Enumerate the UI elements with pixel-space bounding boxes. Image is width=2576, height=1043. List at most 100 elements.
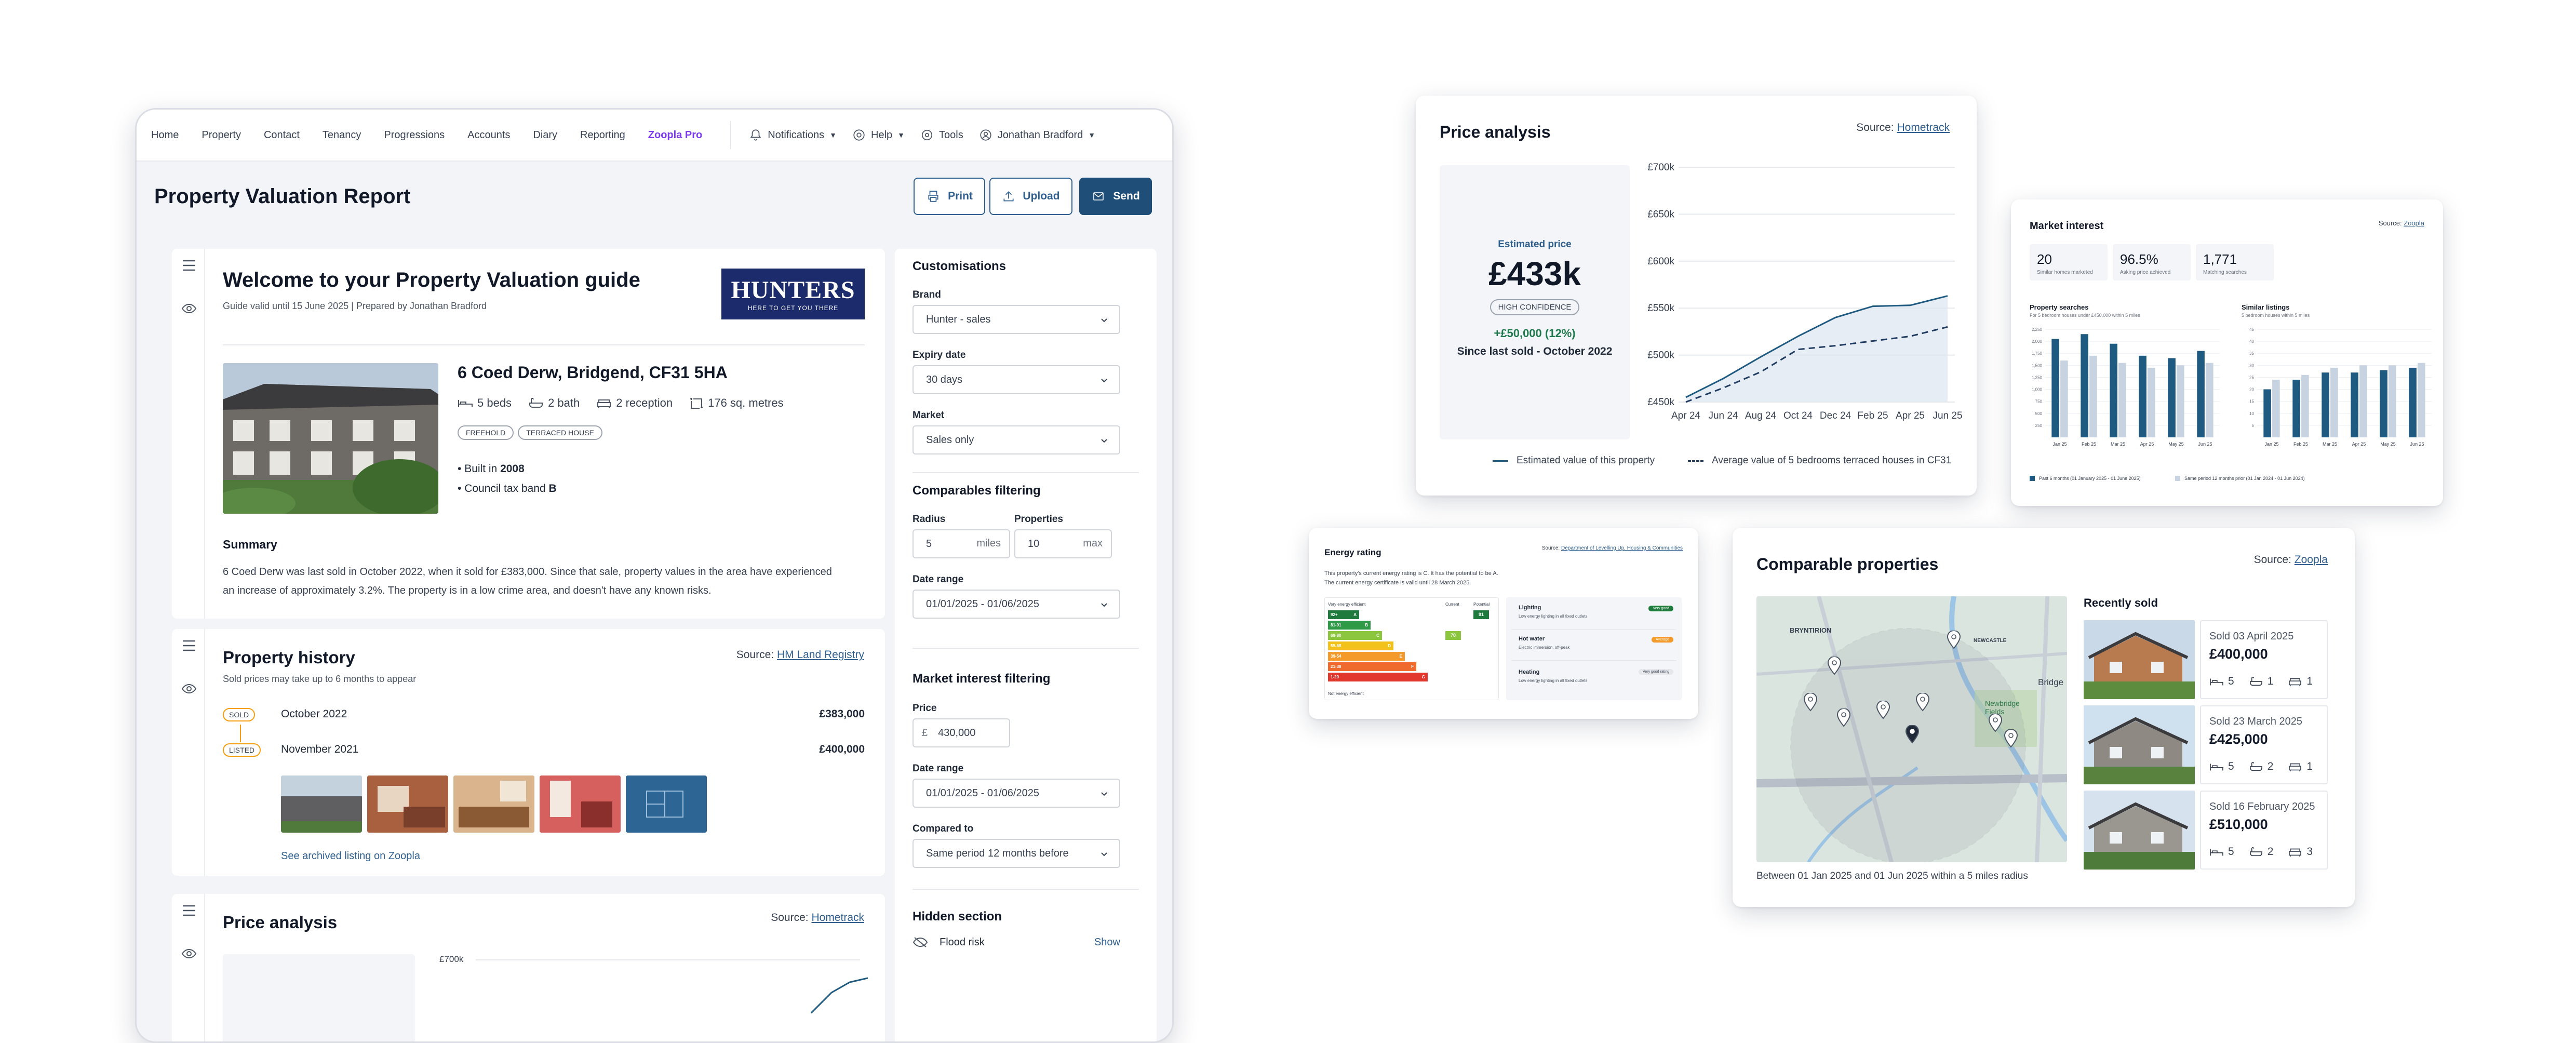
nav-accounts[interactable]: Accounts [467,129,511,141]
date-range-value: 01/01/2025 - 01/06/2025 [926,598,1039,610]
built-year: • Built in 2008 [458,463,525,475]
brand-label: Brand [913,289,941,300]
zoopla-link[interactable]: Zoopla [2404,219,2424,227]
upload-button[interactable]: Upload [989,178,1072,215]
map-pin-icon[interactable] [1988,714,2003,732]
epc-band-e: 39-54 E [1328,652,1405,661]
chevron-down-icon: ▼ [829,131,837,139]
eye-icon[interactable] [181,948,197,959]
print-label: Print [948,190,973,202]
history-subtitle: Sold prices may take up to 6 months to a… [223,674,417,684]
zoopla-link[interactable]: Zoopla [2294,554,2328,566]
radius-unit: miles [976,538,1001,549]
nav-diary[interactable]: Diary [533,129,558,141]
chevron-down-icon: ▼ [1088,131,1096,139]
feature-badge: Average [1652,637,1673,643]
eye-icon[interactable] [181,303,197,314]
area-feature: 176 sq. metres [689,396,784,410]
date-range-select[interactable]: 01/01/2025 - 01/06/2025 [913,590,1120,619]
listing-photo[interactable] [540,775,621,833]
sold-price: £425,000 [2209,731,2268,747]
estimated-price-label: Estimated price [1498,239,1572,250]
compared-select[interactable]: Same period 12 months before [913,839,1120,868]
radius-input[interactable]: 5 miles [913,529,1010,558]
send-button[interactable]: Send [1079,178,1152,215]
source-label: Source: [2378,219,2404,227]
property-history-section: Property history Sold prices may take up… [172,629,885,876]
source-label: Source: [1856,122,1897,133]
nav-contact[interactable]: Contact [263,129,300,141]
map-pin-icon[interactable] [1836,708,1851,727]
nav-reporting[interactable]: Reporting [580,129,625,141]
show-button[interactable]: Show [1094,937,1120,948]
notifications-menu[interactable]: Notifications ▼ [749,128,837,142]
sofa-icon [597,399,611,408]
drag-handle-icon[interactable] [182,639,196,652]
stat-label: Asking price achieved [2120,270,2171,275]
nav-zoopla-pro[interactable]: Zoopla Pro [648,129,703,141]
count-value: 3 [2306,846,2313,858]
comparable-item[interactable]: Sold 23 March 2025 £425,000 5 2 1 [2084,705,2328,784]
comparable-details: Sold 16 February 2025 £510,000 5 2 3 [2200,791,2328,870]
eye-icon[interactable] [181,683,197,694]
brand-select[interactable]: Hunter - sales [913,305,1120,334]
help-menu[interactable]: Help ▼ [852,128,905,142]
floorplan-thumbnail[interactable] [626,775,707,833]
market-label: Market [913,410,945,421]
band-range: 69-80 [1331,633,1341,638]
properties-input[interactable]: 10 max [1014,529,1112,558]
market-value: Sales only [926,434,974,446]
listing-photo[interactable] [453,775,534,833]
market-select[interactable]: Sales only [913,425,1120,454]
stat-value: 20 [2037,251,2052,267]
map-pin-icon[interactable] [1905,725,1920,744]
reception-count: 2 reception [616,396,673,409]
count-value: 1 [2267,675,2274,687]
energy-rating-card: Energy rating Source: Department of Leve… [1309,528,1698,719]
nav-property[interactable]: Property [202,129,241,141]
map-pin-icon[interactable] [1915,693,1930,712]
legend-label: Average value of 5 bedrooms terraced hou… [1712,455,1952,466]
tag-terraced: TERRACED HOUSE [518,425,602,440]
dluhc-link[interactable]: Department of Levelling Up, Housing & Co… [1561,545,1683,551]
mi-date-select[interactable]: 01/01/2025 - 01/06/2025 [913,779,1120,808]
hometrack-link[interactable]: Hometrack [811,912,864,924]
map-pin-icon[interactable] [1827,657,1842,675]
confidence-badge: HIGH CONFIDENCE [1490,299,1580,315]
feature-desc: Low energy lighting in all fixed outlets [1519,614,1588,619]
expiry-select[interactable]: 30 days [913,365,1120,394]
listing-photo[interactable] [281,775,362,833]
map-pin-icon[interactable] [2004,729,2018,748]
y-tick-label: 250 [2035,423,2043,428]
drag-handle-icon[interactable] [182,259,196,272]
section-rail [172,249,205,619]
bed-icon [458,400,473,407]
searches-subtitle: For 5 bedroom houses under £450,000 with… [2030,313,2140,318]
listing-photo[interactable] [367,775,448,833]
x-tick-label: Apr 25 [2352,442,2366,447]
nav-tenancy[interactable]: Tenancy [322,129,361,141]
summary-title: Summary [223,538,277,551]
nav-progressions[interactable]: Progressions [384,129,445,141]
user-menu[interactable]: Jonathan Bradford ▼ [979,128,1095,142]
nav-home[interactable]: Home [151,129,179,141]
legend-swatch-dashed [1688,460,1703,462]
epc-band-c: 69-80 C [1328,631,1382,640]
top-navigation: Home Property Contact Tenancy Progressio… [137,110,1172,162]
hometrack-link[interactable]: Hometrack [1897,122,1950,133]
map-pin-icon[interactable] [1803,693,1818,712]
comparable-item[interactable]: Sold 16 February 2025 £510,000 5 2 3 [2084,791,2328,870]
comparables-map[interactable]: BRYNTIRION Bridge NEWCASTLE Newbridge Fi… [1756,596,2067,862]
y-tick-label: £550k [1647,303,1674,314]
map-pin-icon[interactable] [1947,631,1961,649]
drag-handle-icon[interactable] [182,904,196,917]
customisations-panel: Customisations Brand Hunter - sales Expi… [895,249,1157,1041]
archived-listing-link[interactable]: See archived listing on Zoopla [281,850,420,862]
comparable-item[interactable]: Sold 03 April 2025 £400,000 5 1 1 [2084,620,2328,699]
map-pin-icon[interactable] [1876,701,1890,719]
x-tick-label: Feb 25 [2293,442,2308,447]
price-input[interactable]: £430,000 [913,718,1010,747]
hm-land-registry-link[interactable]: HM Land Registry [776,649,864,661]
print-button[interactable]: Print [914,178,985,215]
tools-menu[interactable]: Tools [920,128,963,142]
